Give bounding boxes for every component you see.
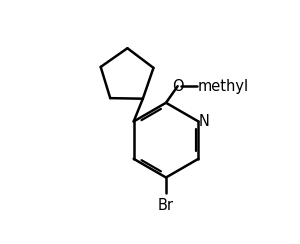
Text: Br: Br (158, 198, 174, 213)
Text: N: N (199, 114, 210, 129)
Text: methyl: methyl (198, 79, 249, 94)
Text: O: O (172, 79, 184, 94)
